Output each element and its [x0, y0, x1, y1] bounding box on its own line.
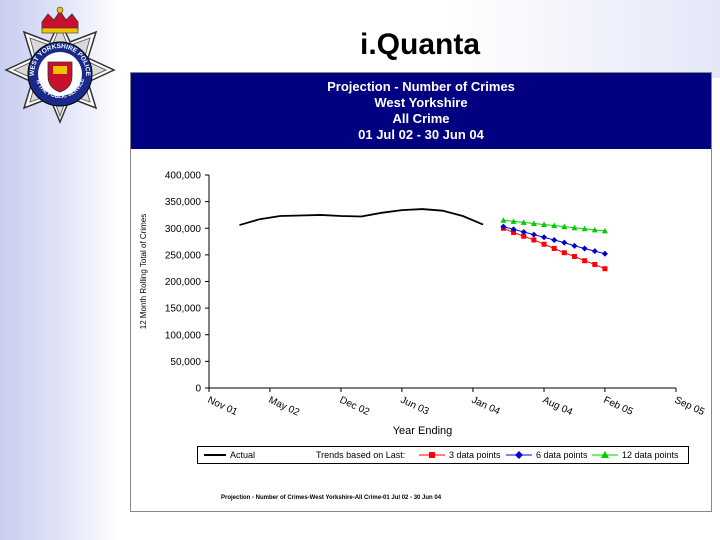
y-tick-label-3: 150,000: [165, 304, 202, 315]
chart-legend: Actual Trends based on Last: 3 data poin…: [197, 446, 689, 464]
legend-swatch-6pt: [506, 451, 532, 459]
x-tick-label-6: Feb 05: [602, 395, 635, 418]
legend-label-3pt: 3 data points: [449, 450, 501, 460]
series-3-point-3: [530, 220, 537, 226]
y-tick-label-7: 350,000: [165, 197, 202, 208]
line-chart-plot: 0 50,000 100,000 150,000 200,000 250,000 300,0…: [139, 171, 707, 438]
chart-frame: Projection - Number of Crimes West Yorks…: [130, 72, 712, 512]
series-1-point-1: [511, 230, 517, 236]
legend-swatch-12pt: [592, 451, 618, 458]
chart-title-line-3: All Crime: [392, 111, 450, 126]
series-1-point-8: [582, 258, 588, 264]
y-tick-label-6: 300,000: [165, 224, 202, 235]
y-tick-label-4: 200,000: [165, 277, 202, 288]
police-crest-logo: WEST YORKSHIRE POLICE IN THE PUBLIC SERV…: [0, 2, 116, 124]
series-2-point-3: [530, 231, 537, 238]
x-tick-label-1: May 02: [267, 395, 302, 419]
series-3-point-1: [510, 218, 517, 224]
legend-label-12pt: 12 data points: [622, 450, 679, 460]
series-3-point-2: [520, 219, 527, 225]
series-3-point-6: [561, 223, 568, 230]
y-tick-label-5: 250,000: [165, 250, 202, 261]
chart-title-line-2: West Yorkshire: [374, 95, 468, 110]
series-3-point-7: [571, 224, 578, 231]
series-2-point-8: [581, 245, 588, 252]
series-1-point-9: [592, 261, 598, 267]
series-1-point-2: [521, 233, 527, 239]
legend-swatch-actual: [204, 454, 226, 456]
series-2-point-7: [571, 242, 578, 249]
y-tick-label-1: 50,000: [170, 357, 201, 368]
series-2-point-4: [541, 234, 548, 241]
x-tick-label-0: Nov 01: [206, 395, 240, 419]
series-1-point-7: [571, 253, 577, 259]
series-3-point-5: [551, 222, 558, 229]
y-axis-label: 12 Month Rolling Total of Crimes: [139, 214, 148, 329]
x-tick-label-5: Aug 04: [541, 395, 575, 419]
series-3-point-0: [500, 217, 507, 223]
chart-footnote: Projection - Number of Crimes-West Yorks…: [221, 495, 442, 501]
series-3-point-4: [541, 221, 548, 228]
series-1-point-4: [541, 241, 547, 247]
y-tick-label-2: 100,000: [165, 330, 202, 341]
series-line-0: [239, 208, 484, 226]
series-2-point-0: [500, 223, 507, 230]
series-2-point-2: [520, 228, 527, 235]
x-tick-label-2: Dec 02: [338, 395, 372, 419]
x-axis-label: Year Ending: [393, 425, 453, 437]
y-tick-label-8: 400,000: [165, 171, 202, 182]
x-tick-label-4: Jan 04: [470, 395, 502, 418]
x-tick-label-3: Jun 03: [399, 395, 431, 418]
series-3-point-10: [601, 227, 608, 234]
series-2-point-10: [601, 250, 608, 257]
series-2-point-9: [591, 248, 598, 255]
y-tick-label-0: 0: [195, 384, 201, 395]
top-gradient-panel: [120, 0, 720, 78]
series-2-point-5: [551, 236, 558, 243]
series-3-point-8: [581, 225, 588, 232]
chart-title-line-4: 01 Jul 02 - 30 Jun 04: [358, 127, 484, 142]
chart-title-block: Projection - Number of Crimes West Yorks…: [131, 73, 711, 149]
series-1-point-3: [531, 237, 537, 243]
x-tick-label-7: Sep 05: [673, 395, 707, 419]
legend-label-actual: Actual: [230, 450, 256, 460]
legend-label-trends: Trends based on Last:: [316, 450, 406, 460]
slide-title: i.Quanta: [359, 28, 480, 61]
legend-label-6pt: 6 data points: [536, 450, 588, 460]
legend-swatch-3pt: [419, 452, 445, 458]
chart-title-line-1: Projection - Number of Crimes: [327, 79, 515, 94]
series-2-point-6: [561, 239, 568, 246]
series-1-point-5: [551, 245, 557, 251]
series-3-point-9: [591, 226, 598, 233]
series-1-point-6: [561, 250, 567, 256]
series-1-point-10: [602, 266, 608, 272]
